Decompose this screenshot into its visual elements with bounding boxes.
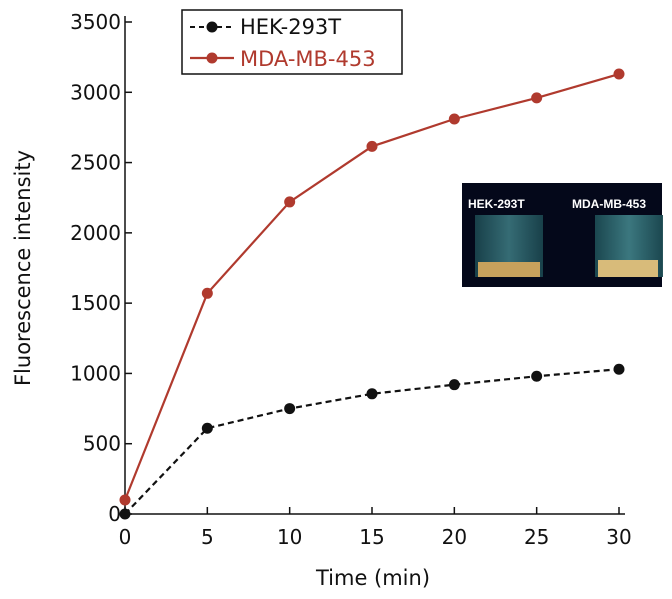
data-point-mda-mb-453 [448, 113, 460, 125]
legend-label-hek: HEK-293T [240, 15, 341, 39]
y-tick-label: 1500 [70, 291, 121, 315]
data-point-hek-293t [119, 508, 131, 520]
inset-label-mda: MDA-MB-453 [572, 197, 646, 211]
data-point-hek-293t [366, 388, 378, 400]
axes: 0 500 1000 1500 2000 2500 3000 3500 0 5 10 15 20 25 30 [70, 10, 632, 549]
y-tick-label: 2000 [70, 221, 121, 245]
inset-label-hek: HEK-293T [468, 197, 525, 211]
data-point-hek-293t [201, 422, 213, 434]
legend-marker-hek [206, 21, 218, 33]
data-point-hek-293t [284, 403, 296, 415]
x-tick-label: 25 [524, 525, 549, 549]
y-tick-label: 0 [108, 502, 121, 526]
vial-mda-base [598, 260, 658, 277]
legend: HEK-293T MDA-MB-453 [181, 9, 403, 75]
data-point-mda-mb-453 [613, 68, 625, 80]
data-point-hek-293t [448, 379, 460, 391]
data-point-hek-293t [531, 370, 543, 382]
data-point-mda-mb-453 [531, 92, 543, 104]
series-layer [119, 68, 625, 520]
x-tick-label: 0 [119, 525, 132, 549]
x-tick-label: 20 [442, 525, 467, 549]
x-axis-title: Time (min) [315, 566, 430, 590]
y-axis-title: Fluorescence intensity [11, 150, 35, 386]
data-point-mda-mb-453 [284, 196, 296, 208]
data-point-mda-mb-453 [119, 494, 131, 506]
data-point-mda-mb-453 [366, 140, 378, 152]
data-point-mda-mb-453 [201, 287, 213, 299]
inset-photo: HEK-293T MDA-MB-453 [462, 183, 663, 287]
x-tick-label: 5 [201, 525, 214, 549]
legend-label-mda: MDA-MB-453 [240, 47, 376, 71]
x-tick-label: 15 [359, 525, 384, 549]
data-point-hek-293t [613, 363, 625, 375]
series-mda-mb-453 [119, 68, 625, 506]
legend-box [181, 9, 403, 75]
y-tick-label: 1000 [70, 361, 121, 385]
vial-hek-base [478, 262, 540, 277]
y-tick-label: 3500 [70, 10, 121, 34]
x-tick-label: 10 [277, 525, 302, 549]
x-tick-label: 30 [606, 525, 631, 549]
y-tick-label: 2500 [70, 151, 121, 175]
y-tick-label: 500 [83, 432, 121, 456]
y-tick-label: 3000 [70, 80, 121, 104]
series-hek-293t [119, 363, 625, 520]
legend-marker-mda [206, 52, 218, 64]
